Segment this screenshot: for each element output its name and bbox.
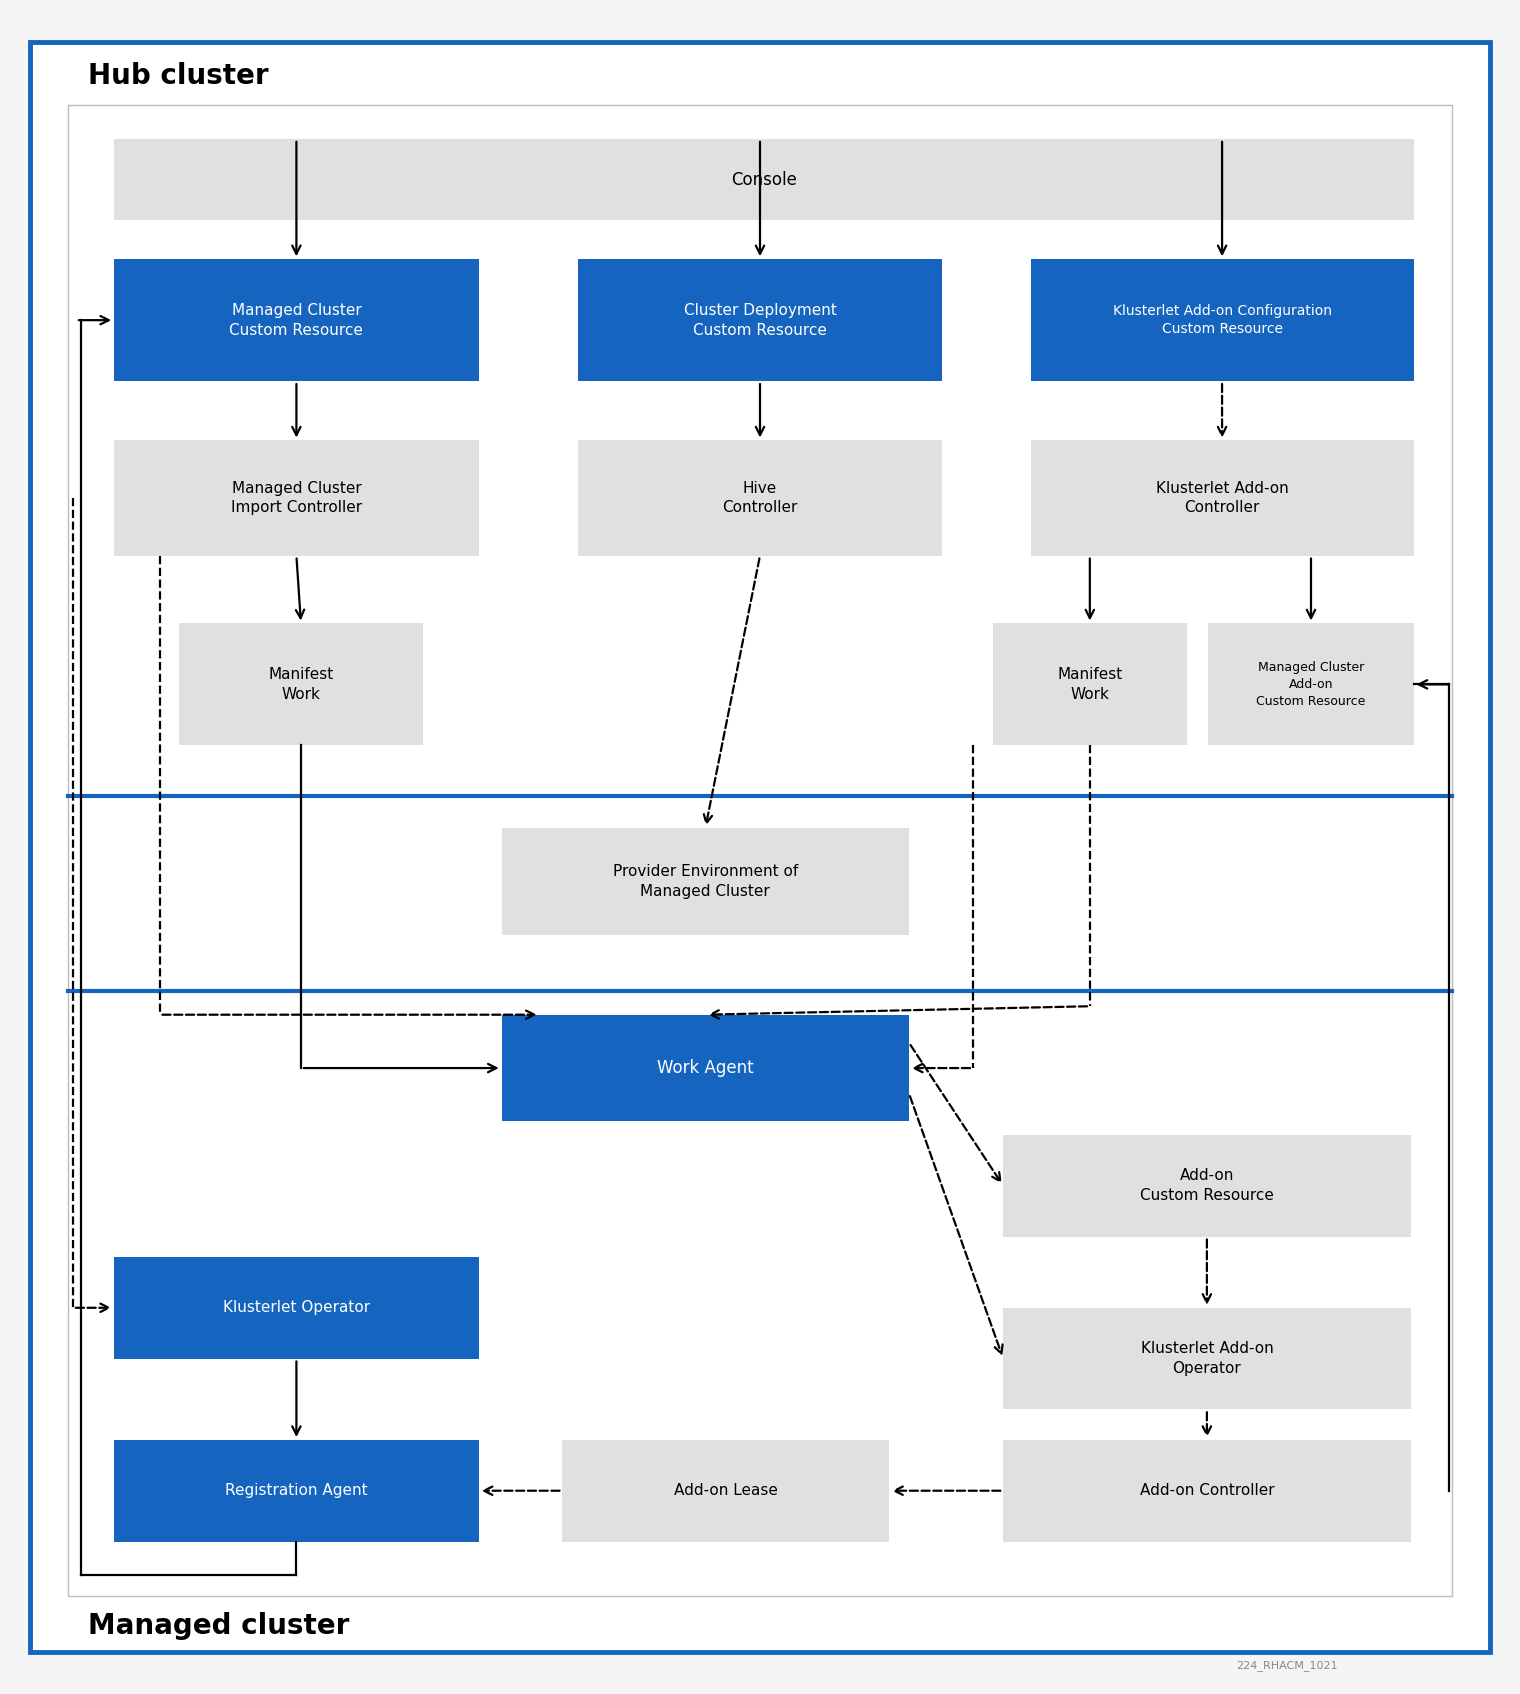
Text: Add-on
Custom Resource: Add-on Custom Resource — [1140, 1169, 1274, 1203]
FancyBboxPatch shape — [179, 623, 423, 745]
Text: Managed Cluster
Import Controller: Managed Cluster Import Controller — [231, 481, 362, 515]
Text: Manifest
Work: Manifest Work — [269, 667, 333, 701]
Text: Klusterlet Operator: Klusterlet Operator — [223, 1301, 369, 1315]
Text: Hive
Controller: Hive Controller — [722, 481, 798, 515]
FancyBboxPatch shape — [993, 623, 1187, 745]
Text: Managed Cluster
Custom Resource: Managed Cluster Custom Resource — [230, 303, 363, 337]
Text: Klusterlet Add-on
Controller: Klusterlet Add-on Controller — [1155, 481, 1289, 515]
FancyBboxPatch shape — [502, 828, 909, 935]
Text: Klusterlet Add-on
Operator: Klusterlet Add-on Operator — [1140, 1342, 1274, 1376]
FancyBboxPatch shape — [1031, 259, 1414, 381]
FancyBboxPatch shape — [114, 139, 1414, 220]
Text: Provider Environment of
Managed Cluster: Provider Environment of Managed Cluster — [613, 864, 798, 900]
FancyBboxPatch shape — [114, 259, 479, 381]
FancyBboxPatch shape — [68, 105, 1452, 1596]
Text: Cluster Deployment
Custom Resource: Cluster Deployment Custom Resource — [684, 303, 836, 337]
Text: Add-on Controller: Add-on Controller — [1140, 1484, 1274, 1497]
FancyBboxPatch shape — [1031, 440, 1414, 556]
Text: Registration Agent: Registration Agent — [225, 1484, 368, 1497]
FancyBboxPatch shape — [30, 42, 1490, 1652]
FancyBboxPatch shape — [578, 440, 942, 556]
Text: Work Agent: Work Agent — [657, 1059, 754, 1077]
Text: Hub cluster: Hub cluster — [88, 63, 269, 90]
FancyBboxPatch shape — [1208, 623, 1414, 745]
FancyBboxPatch shape — [114, 1257, 479, 1359]
Text: Klusterlet Add-on Configuration
Custom Resource: Klusterlet Add-on Configuration Custom R… — [1113, 303, 1332, 337]
FancyBboxPatch shape — [1003, 1440, 1411, 1542]
FancyBboxPatch shape — [562, 1440, 889, 1542]
FancyBboxPatch shape — [578, 259, 942, 381]
FancyBboxPatch shape — [1003, 1308, 1411, 1409]
FancyBboxPatch shape — [1003, 1135, 1411, 1237]
Text: Add-on Lease: Add-on Lease — [673, 1484, 778, 1497]
Text: Managed Cluster
Add-on
Custom Resource: Managed Cluster Add-on Custom Resource — [1257, 661, 1365, 708]
FancyBboxPatch shape — [114, 1440, 479, 1542]
Text: 224_RHACM_1021: 224_RHACM_1021 — [1236, 1660, 1338, 1672]
Text: Manifest
Work: Manifest Work — [1058, 667, 1122, 701]
FancyBboxPatch shape — [502, 1015, 909, 1121]
FancyBboxPatch shape — [114, 440, 479, 556]
Text: Console: Console — [731, 171, 796, 188]
Text: Managed cluster: Managed cluster — [88, 1613, 350, 1640]
